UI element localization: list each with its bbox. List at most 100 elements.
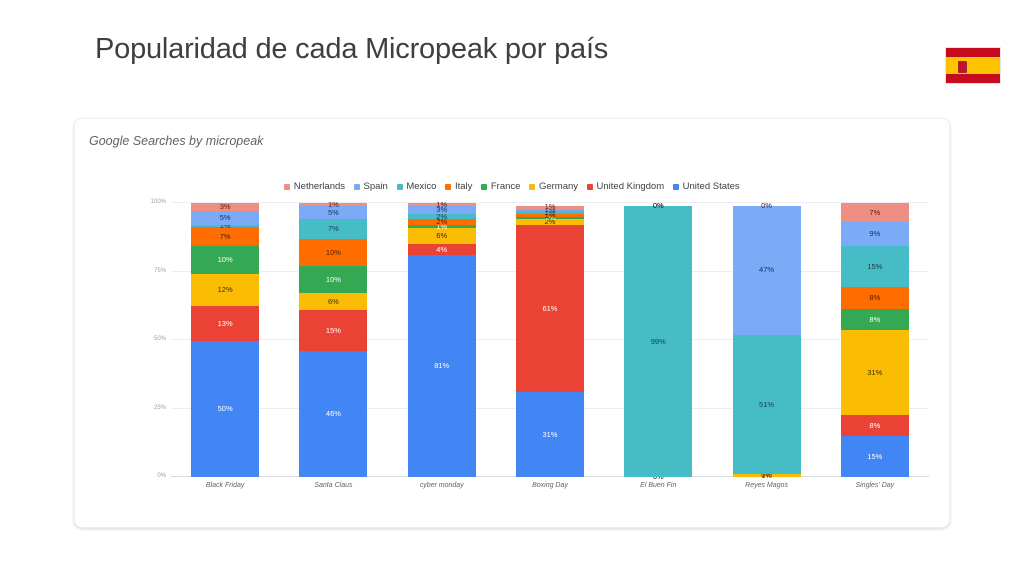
bar-segment-value: 6% xyxy=(436,231,448,241)
bar-segment[interactable]: 4% xyxy=(407,244,476,256)
bar-column[interactable]: 31% 61% 2% 1% 1% 1% 1% 1% Boxing Day xyxy=(515,202,584,489)
bar-segment-value: 99% xyxy=(650,336,666,346)
y-axis-tick-label: 25% xyxy=(153,404,166,411)
y-axis-tick-label: 75% xyxy=(153,267,166,274)
bar-segment[interactable]: 99% xyxy=(624,205,693,477)
bar-segment[interactable]: 31% xyxy=(515,392,584,477)
bar-column[interactable]: 0%0%1%0%0%51%47%0%Reyes Magos xyxy=(732,201,801,489)
bar-column[interactable]: 0%0%0%0%0%99%0%0%El Buen Fin xyxy=(624,201,693,489)
bar-segment[interactable]: 9% xyxy=(840,221,909,247)
bar-column[interactable]: 81% 4% 6% 1% 2% 2% 3% 1% cyber monday xyxy=(407,201,476,489)
legend-item[interactable]: Germany xyxy=(529,181,578,192)
bar-segment[interactable]: 31% xyxy=(840,330,909,415)
bar-segment[interactable]: 1% xyxy=(191,221,260,231)
bar-segment-value: 1% xyxy=(219,221,231,231)
bar-segment[interactable]: 10% xyxy=(299,238,368,267)
bar-segment[interactable]: 2% xyxy=(407,211,476,221)
bar-segment[interactable]: 15% xyxy=(840,246,909,288)
legend-label: United States xyxy=(682,181,740,192)
legend-item[interactable]: United States xyxy=(673,181,740,192)
bar-segment[interactable]: 1% xyxy=(732,472,801,479)
x-axis-tick-label: Singles' Day xyxy=(855,482,895,489)
bar-segment-value: 9% xyxy=(869,229,881,239)
bar-segment[interactable]: 8% xyxy=(840,308,909,331)
bar-segment[interactable]: 3% xyxy=(191,202,260,212)
bar-segment-value: 1% xyxy=(544,207,556,217)
bar-segment[interactable]: 61% xyxy=(515,224,584,393)
bar-segment[interactable]: 15% xyxy=(840,436,909,477)
bar-segment[interactable]: 7% xyxy=(840,203,909,222)
bar-segment[interactable]: 7% xyxy=(299,219,368,239)
bar-segment[interactable]: 2% xyxy=(407,217,476,227)
bar-segment-value: 0% xyxy=(761,201,772,211)
legend-swatch-icon xyxy=(673,183,680,190)
bar-segment[interactable]: 50% xyxy=(191,341,260,477)
legend-label: Spain xyxy=(363,181,388,192)
bar-segment[interactable]: 5% xyxy=(191,211,260,225)
bar-segment-value: 1% xyxy=(544,202,556,212)
bar-column[interactable]: 46% 15% 6% 10% 10% 7% 5% 1% Santa Claus xyxy=(299,201,368,489)
bar-segment[interactable]: 8% xyxy=(840,414,909,437)
bar-segment-value: 4% xyxy=(436,244,448,254)
legend-item[interactable]: Mexico xyxy=(396,181,436,192)
bar-column[interactable]: 15% 8% 31% 8% 8% 15% 9% 7% Singles' Day xyxy=(840,203,909,489)
bar-segment[interactable]: 3% xyxy=(407,205,476,215)
bar-segment[interactable]: 1% xyxy=(515,207,584,217)
legend-item[interactable]: Italy xyxy=(445,181,472,192)
bar-segment[interactable]: 1% xyxy=(407,223,476,230)
bar-segment-value: 5% xyxy=(328,207,339,217)
bar-segment[interactable]: 5% xyxy=(299,205,368,220)
bar-segment[interactable]: 1% xyxy=(515,213,584,223)
bar-segment-value: 0% xyxy=(652,201,664,210)
bar-segment-value: 51% xyxy=(759,399,775,409)
legend-swatch-icon xyxy=(396,183,403,190)
legend-label: Germany xyxy=(538,181,579,192)
bar-segment[interactable]: 1% xyxy=(515,202,584,212)
bar-segment-value: 15% xyxy=(867,451,883,461)
bar-segment-value: 1% xyxy=(544,213,556,223)
bar-segment[interactable]: 47% xyxy=(732,205,801,335)
bar-segment-value: 10% xyxy=(217,255,233,265)
bar-segment[interactable]: 12% xyxy=(191,273,260,307)
bar-segment-value: 10% xyxy=(325,274,341,284)
bar-segment-value: 2% xyxy=(436,211,448,221)
bar-segment[interactable]: 1% xyxy=(515,212,584,219)
legend-item[interactable]: Spain xyxy=(354,181,388,192)
bar-column[interactable]: 50% 13% 12% 10% 7% 1% 5% 3% Black Friday xyxy=(191,202,260,489)
x-axis-tick-label: Santa Claus xyxy=(314,482,353,489)
bar-segment-value: 2% xyxy=(436,217,448,227)
bar-segment[interactable]: 13% xyxy=(191,306,260,342)
flag-stripe-bottom xyxy=(946,74,1000,83)
bar-segment[interactable]: 1% xyxy=(299,201,368,208)
bar-segment[interactable]: 2% xyxy=(515,218,584,225)
bar-segment[interactable]: 81% xyxy=(407,255,476,477)
bar-segment-value: 6% xyxy=(328,296,339,306)
bar-segment[interactable]: 6% xyxy=(407,227,476,245)
bar-segment[interactable]: 10% xyxy=(299,266,368,294)
y-axis-tick-label: 0% xyxy=(157,473,166,479)
bar-segment-value: 7% xyxy=(869,207,881,217)
x-axis-tick-label: Black Friday xyxy=(205,482,245,489)
bar-segment-value: 3% xyxy=(436,205,448,215)
bar-segment[interactable]: 51% xyxy=(732,334,801,475)
legend-item[interactable]: France xyxy=(481,181,520,192)
bar-segment-value: 31% xyxy=(542,429,558,439)
spain-flag-icon xyxy=(945,47,1001,84)
bar-segment[interactable]: 7% xyxy=(191,227,260,247)
bar-segment[interactable]: 1% xyxy=(515,206,584,213)
chart-card: Google Searches by micropeak Netherlands… xyxy=(74,118,950,528)
bar-segment[interactable]: 6% xyxy=(299,293,368,310)
flag-stripe-top xyxy=(946,48,1000,57)
bar-segment-value: 3% xyxy=(219,202,231,212)
bar-segment-value: 5% xyxy=(219,213,231,223)
bar-segment-value: 12% xyxy=(217,285,233,295)
bar-segment[interactable]: 1% xyxy=(407,201,476,208)
bar-segment-value: 50% xyxy=(217,404,233,414)
bar-segment[interactable]: 10% xyxy=(191,246,260,274)
bar-segment[interactable]: 46% xyxy=(299,350,368,477)
legend-item[interactable]: United Kingdom xyxy=(587,181,664,192)
legend-swatch-icon xyxy=(284,183,291,190)
legend-item[interactable]: Netherlands xyxy=(284,181,345,192)
bar-segment[interactable]: 15% xyxy=(299,309,368,351)
bar-segment[interactable]: 8% xyxy=(840,287,909,309)
